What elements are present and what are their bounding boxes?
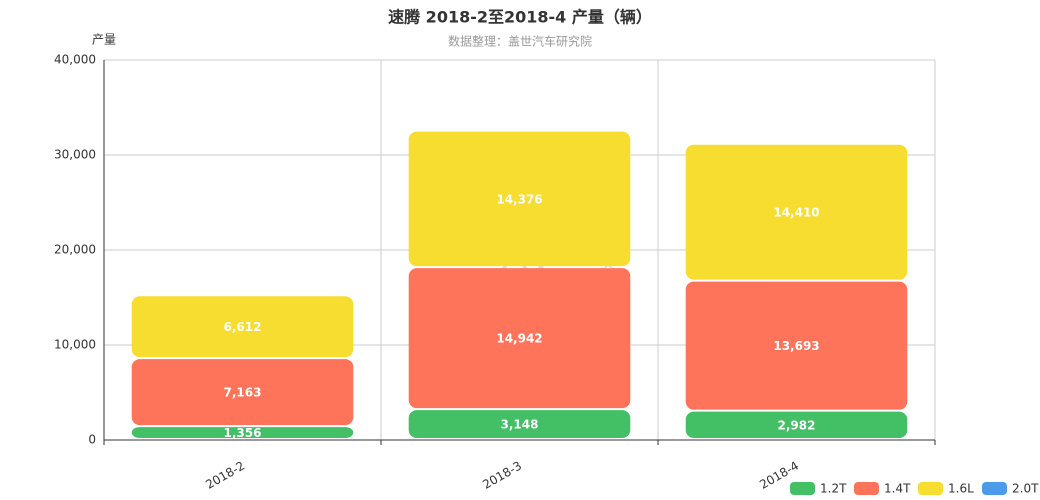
legend-swatch	[918, 482, 943, 495]
y-tick-label: 30,000	[54, 148, 96, 162]
legend-label: 1.2T	[820, 482, 847, 496]
chart-subtitle: 数据整理：盖世汽车研究院	[448, 34, 592, 49]
bar-segment	[131, 427, 354, 438]
y-tick-label: 10,000	[54, 338, 96, 352]
x-tick-label: 2018-3	[480, 459, 524, 492]
data-label: 1,356	[224, 426, 262, 440]
legend-swatch	[790, 482, 815, 495]
y-tick-label: 40,000	[54, 53, 96, 67]
bar-segment	[408, 268, 631, 409]
bar-segment	[408, 131, 631, 267]
bar-segment	[685, 281, 908, 410]
legend-label: 1.6L	[948, 482, 974, 496]
y-tick-label: 20,000	[54, 243, 96, 257]
x-tick-label: 2018-2	[203, 459, 247, 492]
data-label: 14,942	[496, 332, 542, 346]
bar-segment	[408, 410, 631, 438]
legend-swatch	[982, 482, 1007, 495]
y-axis-label: 产量	[92, 33, 116, 47]
legend-swatch	[854, 482, 879, 495]
y-tick-label: 0	[88, 433, 96, 447]
chart-title: 速腾 2018-2至2018-4 产量（辆）	[388, 8, 652, 27]
data-label: 14,410	[773, 206, 819, 220]
data-label: 2,982	[778, 418, 816, 432]
data-label: 13,693	[773, 339, 819, 353]
bar-segment	[131, 296, 354, 358]
bar-segment	[131, 359, 354, 426]
bar-segment	[685, 144, 908, 280]
legend-label: 1.4T	[884, 482, 911, 496]
legend-label: 2.0T	[1012, 482, 1039, 496]
data-label: 14,376	[496, 192, 542, 206]
data-label: 6,612	[224, 320, 262, 334]
data-label: 7,163	[224, 386, 262, 400]
data-label: 3,148	[501, 418, 539, 432]
bar-segment	[685, 411, 908, 438]
